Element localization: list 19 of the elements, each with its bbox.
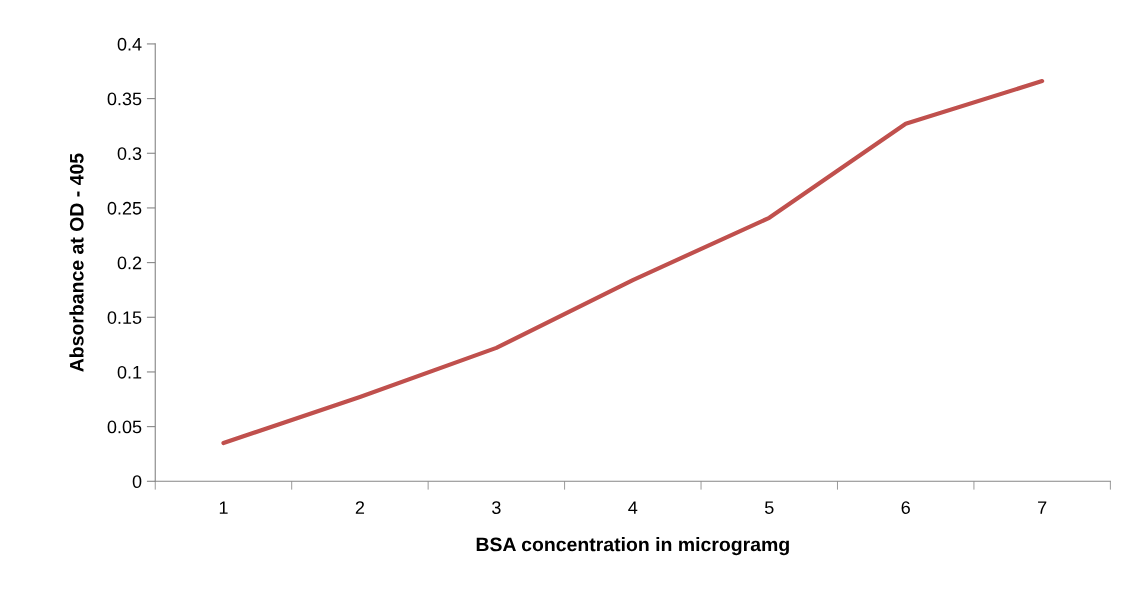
x-tick-label: 4 bbox=[628, 501, 638, 514]
y-tick-label: 0.3 bbox=[117, 147, 142, 160]
x-tick-label: 1 bbox=[219, 501, 228, 514]
y-axis-title: Absorbance at OD - 405 bbox=[69, 153, 84, 372]
x-tick-label: 5 bbox=[764, 501, 774, 514]
y-tick-label: 0.1 bbox=[117, 365, 142, 379]
y-tick-label: 0 bbox=[132, 475, 142, 489]
y-tick-label: 0.35 bbox=[107, 92, 142, 106]
y-tick-label: 0.25 bbox=[107, 201, 142, 215]
x-tick-label: 2 bbox=[355, 501, 365, 514]
line-series bbox=[221, 79, 1045, 446]
y-tick-label: 0.4 bbox=[117, 37, 142, 51]
x-tick-label: 3 bbox=[492, 501, 501, 514]
x-axis-title: BSA concentration in microgramg bbox=[476, 537, 789, 556]
y-tick-label: 0.2 bbox=[117, 256, 142, 270]
x-tick-label: 6 bbox=[901, 501, 910, 514]
y-tick-label: 0.15 bbox=[107, 311, 142, 324]
x-tick-label: 7 bbox=[1038, 501, 1047, 514]
y-tick-label: 0.05 bbox=[107, 420, 142, 434]
